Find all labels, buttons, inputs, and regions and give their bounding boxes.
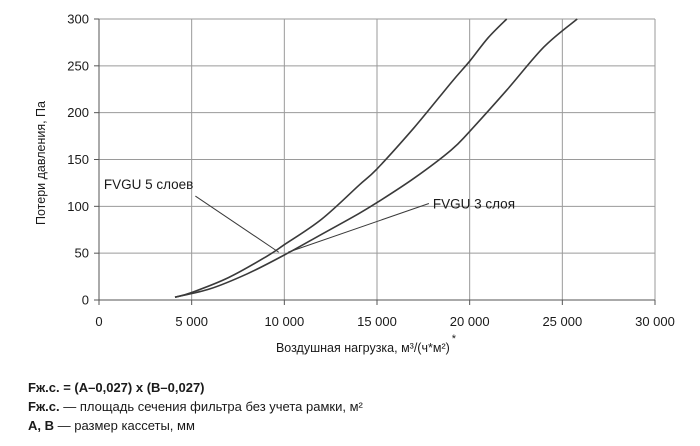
y-tick-label: 0 bbox=[82, 293, 89, 308]
y-axis-label: Потери давления, Па bbox=[34, 101, 48, 225]
x-tick-label: 30 000 bbox=[635, 314, 675, 329]
x-axis-label: Воздушная нагрузка, м³/(ч*м²)* bbox=[276, 333, 457, 355]
x-tick-label: 25 000 bbox=[542, 314, 582, 329]
series-line-1 bbox=[174, 18, 508, 298]
y-tick-label: 250 bbox=[67, 58, 89, 73]
x-tick-label: 5 000 bbox=[175, 314, 208, 329]
y-tick-label: 300 bbox=[67, 12, 89, 27]
x-tick-label: 10 000 bbox=[264, 314, 304, 329]
notes: Fж.с. = (A–0,027) x (B–0,027) Fж.с. — пл… bbox=[28, 378, 363, 435]
note-area-text: — площадь сечения фильтра без учета рамк… bbox=[59, 399, 363, 414]
formula: Fж.с. = (A–0,027) x (B–0,027) bbox=[28, 380, 205, 395]
x-axis-label-text: Воздушная нагрузка, м³/(ч*м²) bbox=[276, 341, 450, 355]
axes: 0 5 000 10 000 15 000 20 000 25 000 30 000 0 50 1… bbox=[67, 12, 675, 330]
annotation-leader-2 bbox=[287, 203, 430, 253]
axis-labels: Потери давления, Па Воздушная нагрузка, … bbox=[34, 101, 457, 355]
series-line-2 bbox=[174, 18, 578, 298]
x-tick-label: 20 000 bbox=[450, 314, 490, 329]
annotations: FVGU 5 слоев FVGU 3 слоя bbox=[104, 177, 515, 253]
x-axis-label-mark: * bbox=[452, 333, 457, 345]
series-lines bbox=[174, 18, 578, 298]
x-tick-label: 15 000 bbox=[357, 314, 397, 329]
note-area-term: Fж.с. bbox=[28, 399, 60, 414]
pressure-loss-chart: 0 5 000 10 000 15 000 20 000 25 000 30 000 0 50 1… bbox=[34, 12, 675, 356]
note-cassette-text: — размер кассеты, мм bbox=[54, 418, 195, 433]
y-tick-label: 50 bbox=[75, 246, 89, 261]
x-tick-label: 0 bbox=[95, 314, 102, 329]
annotation-label-1: FVGU 5 слоев bbox=[104, 177, 193, 192]
y-tick-label: 150 bbox=[67, 152, 89, 167]
note-cassette-definition: A, B — размер кассеты, мм bbox=[28, 416, 363, 435]
annotation-label-2: FVGU 3 слоя bbox=[433, 197, 515, 212]
note-area-definition: Fж.с. — площадь сечения фильтра без учет… bbox=[28, 397, 363, 416]
y-tick-label: 200 bbox=[67, 105, 89, 120]
y-tick-label: 100 bbox=[67, 199, 89, 214]
note-cassette-term: A, B bbox=[28, 418, 54, 433]
annotation-leader-1 bbox=[195, 195, 280, 253]
grid bbox=[99, 18, 656, 300]
